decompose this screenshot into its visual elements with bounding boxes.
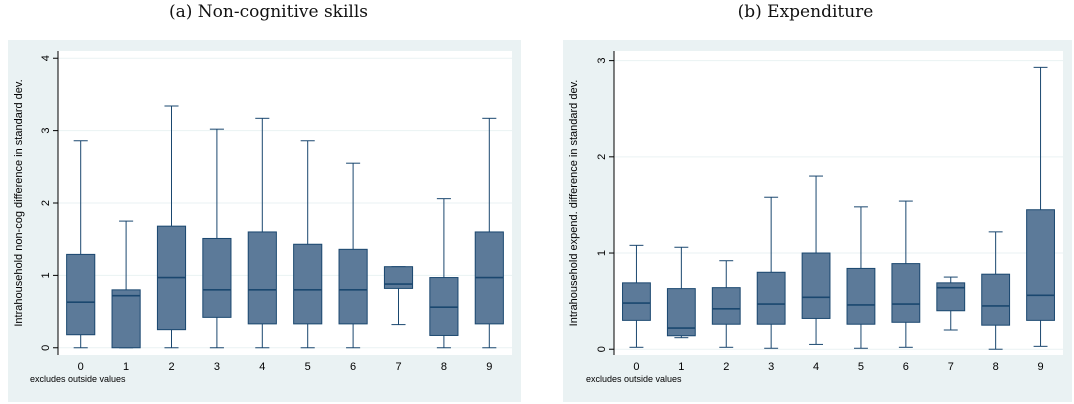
panel-non-cognitive: (a) Non-cognitive skills 0 1 2 3 4 Intrahouse…	[8, 2, 521, 402]
iqr-box	[756, 271, 786, 325]
x-tick-label: 1	[678, 361, 684, 373]
box-2	[156, 105, 187, 349]
box-8	[981, 231, 1011, 350]
box-6	[891, 200, 921, 348]
panel-expenditure: (b) Expenditure 0 1 2 3 Intrahousehold expen…	[537, 0, 1074, 404]
box-0	[66, 140, 96, 349]
x-tick-label: 2	[168, 361, 174, 373]
iqr-box	[711, 287, 741, 325]
iqr-box	[111, 289, 141, 349]
x-tick-label: 3	[214, 361, 220, 373]
chart-note: excludes outside values	[586, 374, 682, 384]
box-1	[666, 246, 696, 339]
boxplot-expenditure: 0 1 2 3 Intrahousehold expend. difference in…	[563, 40, 1072, 402]
iqr-box	[338, 248, 368, 325]
box-1	[111, 220, 141, 349]
y-axis-title: Intrahousehold non-cog difference in sta…	[13, 79, 25, 326]
caption-a: (a) Non-cognitive skills	[168, 2, 369, 22]
box-9	[1026, 66, 1055, 347]
box-2	[711, 260, 741, 348]
box-5	[293, 140, 323, 349]
box-9	[474, 117, 504, 349]
box-5	[846, 206, 876, 349]
x-tick-label: 8	[441, 361, 447, 373]
y-tick-label: 2	[40, 200, 52, 206]
iqr-box	[1026, 209, 1055, 321]
box-7	[383, 266, 414, 326]
x-tick-label: 5	[305, 361, 311, 373]
iqr-box	[801, 252, 831, 319]
y-tick-label: 4	[40, 55, 52, 61]
box-6	[338, 162, 368, 349]
x-tick-label: 0	[78, 361, 84, 373]
box-7	[936, 276, 966, 331]
iqr-box	[293, 243, 323, 325]
iqr-box	[383, 266, 414, 289]
iqr-box	[247, 231, 277, 325]
iqr-box	[66, 253, 96, 336]
y-tick-label: 1	[40, 272, 52, 278]
x-tick-label: 9	[1037, 361, 1043, 373]
x-tick-label: 4	[259, 361, 265, 373]
x-tick-label: 6	[903, 361, 909, 373]
x-tick-label: 4	[813, 361, 819, 373]
y-tick-label: 0	[596, 346, 608, 352]
x-tick-label: 7	[948, 361, 954, 373]
caption-b: (b) Expenditure	[737, 2, 874, 22]
iqr-box	[891, 263, 921, 323]
x-tick-label: 2	[723, 361, 729, 373]
iqr-box	[622, 282, 651, 321]
chart-note: excludes outside values	[30, 374, 126, 384]
boxplot-non-cognitive: 0 1 2 3 4 Intrahousehold non-cog difference i…	[8, 40, 521, 402]
iqr-box	[981, 273, 1011, 326]
x-tick-label: 8	[993, 361, 999, 373]
y-axis-title: Intrahousehold expend. difference in sta…	[568, 80, 580, 327]
x-tick-label: 1	[123, 361, 129, 373]
x-tick-label: 5	[858, 361, 864, 373]
box-8	[429, 198, 459, 349]
x-tick-label: 0	[633, 361, 639, 373]
x-tick-label: 9	[486, 361, 492, 373]
box-3	[756, 196, 786, 349]
box-3	[202, 128, 232, 349]
y-tick-label: 3	[40, 128, 52, 134]
x-tick-label: 6	[350, 361, 356, 373]
y-tick-label: 1	[596, 250, 608, 256]
box-0	[622, 244, 651, 348]
iqr-box	[202, 237, 232, 318]
x-tick-label: 7	[395, 361, 401, 373]
iqr-box	[846, 267, 876, 325]
y-tick-label: 3	[596, 58, 608, 64]
y-tick-label: 0	[40, 345, 52, 351]
box-4	[801, 175, 831, 345]
box-4	[247, 117, 277, 349]
x-tick-label: 3	[768, 361, 774, 373]
y-tick-label: 2	[596, 154, 608, 160]
